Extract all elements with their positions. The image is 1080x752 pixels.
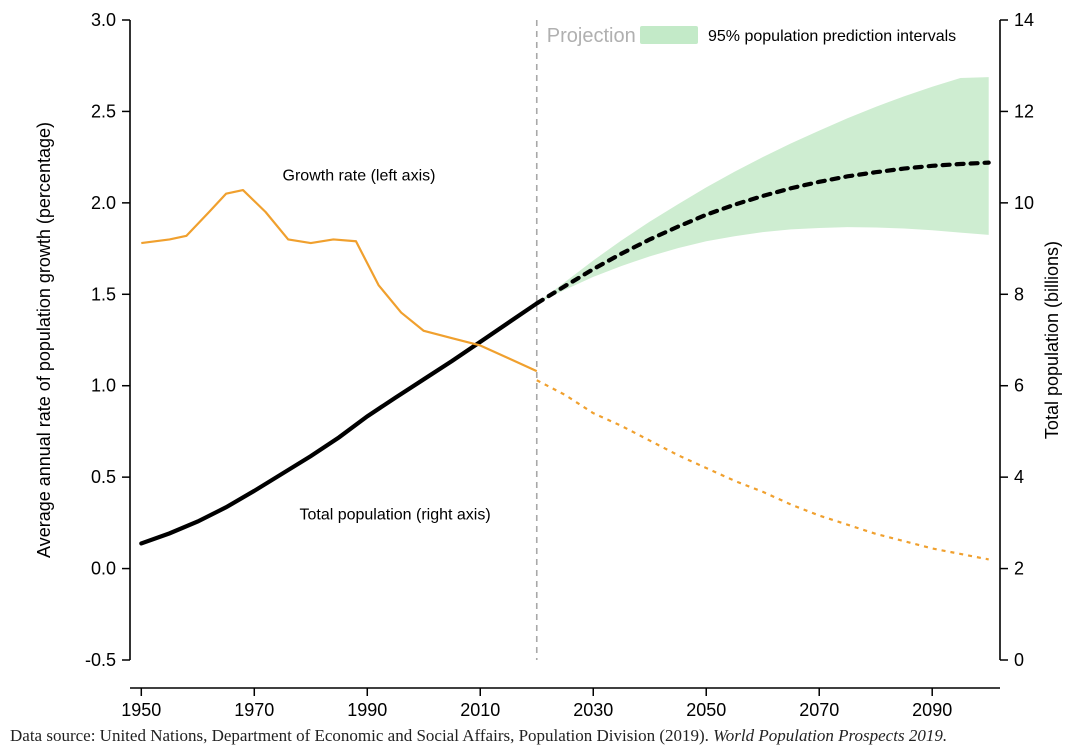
- legend-swatch: [640, 26, 698, 44]
- y-right-tick-label: 12: [1014, 101, 1034, 121]
- x-tick-label: 1950: [121, 700, 161, 720]
- growth-rate-inline-label: Growth rate (left axis): [283, 168, 436, 185]
- y-right-tick-label: 10: [1014, 193, 1034, 213]
- data-source-caption: Data source: United Nations, Department …: [10, 726, 1070, 746]
- x-tick-label: 2090: [912, 700, 952, 720]
- population-inline-label: Total population (right axis): [299, 507, 490, 524]
- y-left-tick-label: -0.5: [85, 650, 116, 670]
- y-right-tick-label: 8: [1014, 284, 1024, 304]
- chart-container: -0.5 0.0 0.5 1.0 1.5 2.0 2.5 3.0 0 2 4 6 8 10 12 14 1950…: [0, 0, 1080, 752]
- y-left-tick-label: 1.0: [91, 376, 116, 396]
- x-tick-label: 2070: [799, 700, 839, 720]
- y-right-axis-title: Total population (billions): [1042, 241, 1062, 439]
- legend-label: 95% population prediction intervals: [708, 28, 956, 45]
- y-left-tick-label: 1.5: [91, 284, 116, 304]
- y-right-tick-label: 4: [1014, 467, 1024, 487]
- growth-rate-line-projection: [537, 380, 989, 559]
- x-tick-label: 1990: [347, 700, 387, 720]
- y-right-tick-label: 2: [1014, 559, 1024, 579]
- y-left-tick-label: 3.0: [91, 10, 116, 30]
- y-right-tick-label: 6: [1014, 376, 1024, 396]
- y-left-tick-label: 2.5: [91, 101, 116, 121]
- caption-italic: World Population Prospects 2019.: [713, 726, 947, 745]
- x-tick-label: 1970: [234, 700, 274, 720]
- x-tick-label: 2030: [573, 700, 613, 720]
- population-chart-svg: -0.5 0.0 0.5 1.0 1.5 2.0 2.5 3.0 0 2 4 6 8 10 12 14 1950…: [0, 0, 1080, 720]
- y-left-axis-title: Average annual rate of population growth…: [34, 122, 54, 558]
- growth-rate-line-historical: [141, 190, 536, 371]
- caption-prefix: Data source: United Nations, Department …: [10, 726, 713, 745]
- x-tick-label: 2010: [460, 700, 500, 720]
- y-left-tick-label: 2.0: [91, 193, 116, 213]
- y-left-tick-label: 0.0: [91, 559, 116, 579]
- y-left-tick-label: 0.5: [91, 467, 116, 487]
- y-right-tick-label: 0: [1014, 650, 1024, 670]
- prediction-interval-band: [537, 77, 989, 303]
- y-right-tick-label: 14: [1014, 10, 1034, 30]
- projection-label: Projection: [547, 25, 636, 47]
- x-tick-label: 2050: [686, 700, 726, 720]
